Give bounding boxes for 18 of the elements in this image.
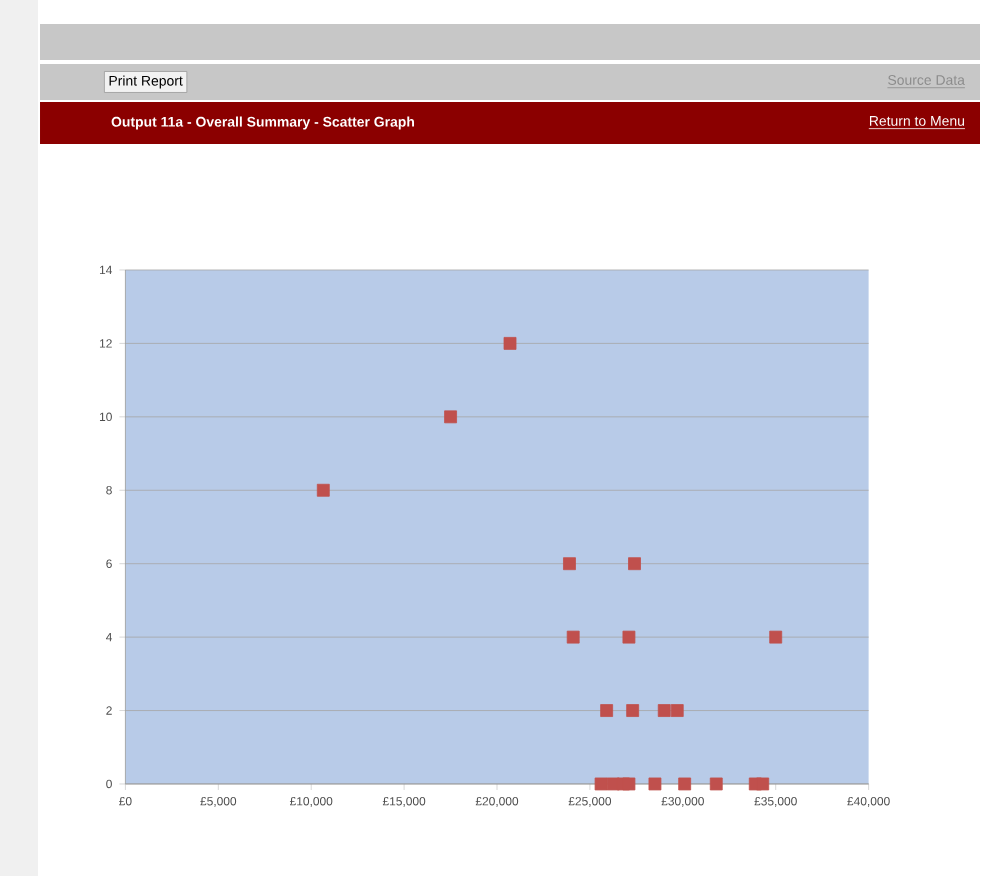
point [769,630,783,644]
point [622,777,636,791]
point [594,777,608,791]
point [444,410,457,424]
point [648,777,662,791]
point [670,704,684,717]
point [756,777,770,791]
point [628,557,641,571]
point [622,630,636,644]
point [503,337,517,350]
point [600,704,614,717]
point [316,483,330,497]
point [657,704,671,717]
point [709,777,723,791]
point [678,777,692,791]
point [563,557,576,571]
point [566,630,580,644]
point [626,704,640,717]
